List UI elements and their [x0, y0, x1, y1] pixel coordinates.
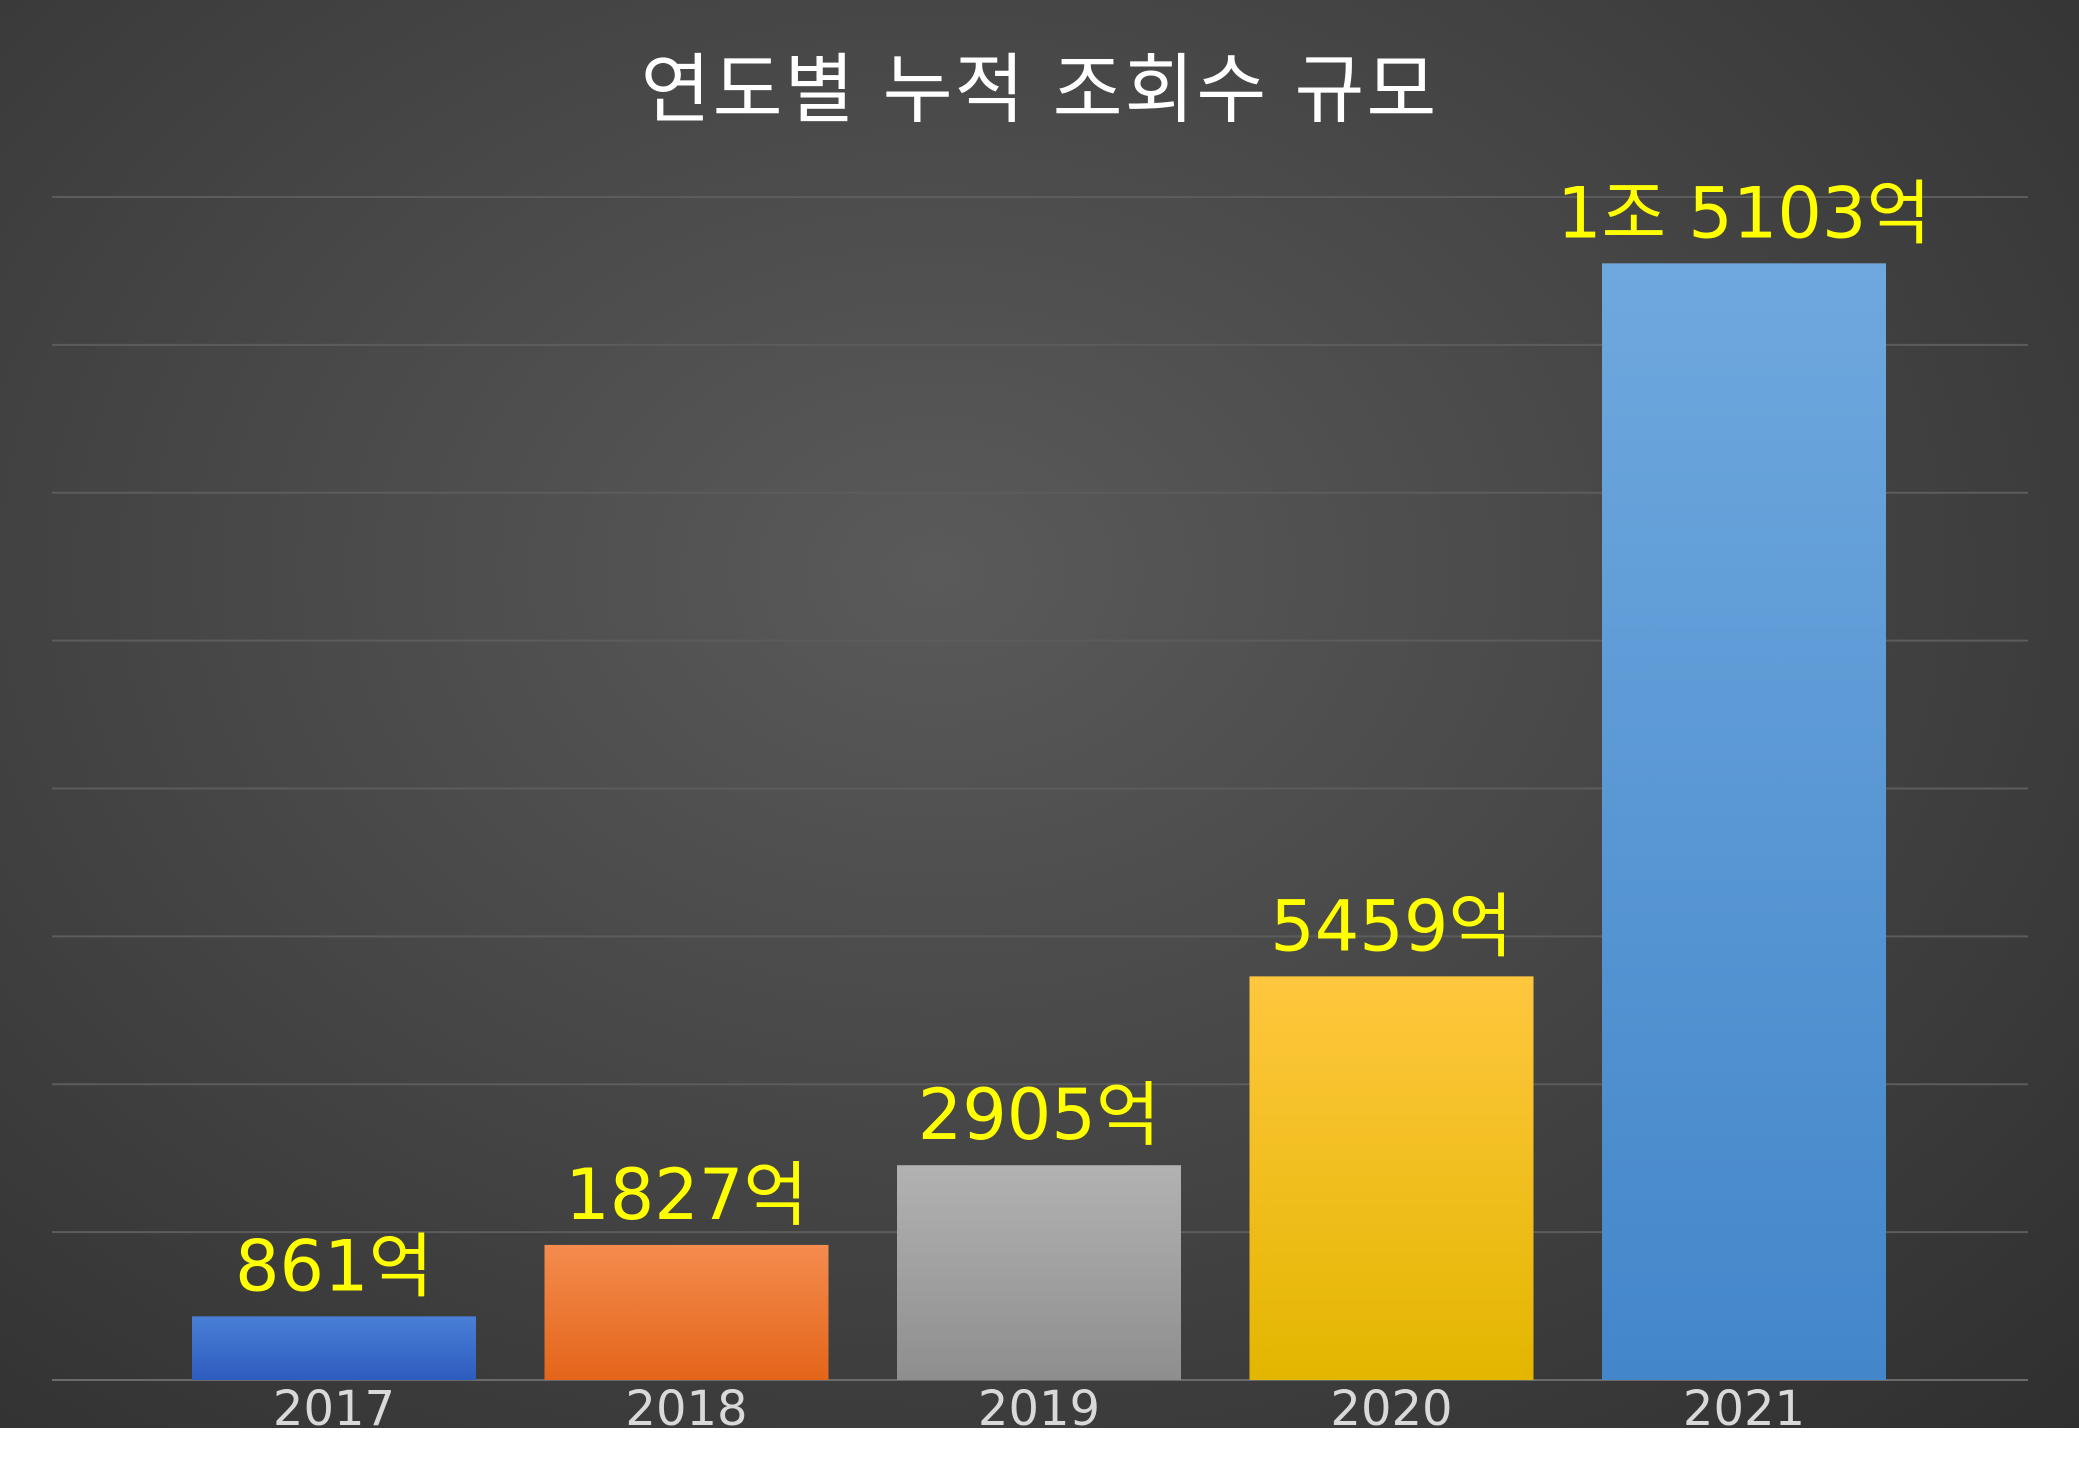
- x-tick-2020: 2020: [1330, 1381, 1452, 1428]
- bar-2019: [897, 1165, 1181, 1380]
- bar-2018: [544, 1244, 829, 1380]
- x-tick-2021: 2021: [1683, 1381, 1805, 1428]
- x-tick-2019: 2019: [978, 1381, 1100, 1428]
- x-tick-labels: 2017 2018 2019 2020 2021: [273, 1381, 1805, 1428]
- x-tick-2017: 2017: [273, 1381, 395, 1428]
- chart-panel: 연도별 누적 조회수 규모 861억 1827억 2905억 5459억 1조 5103…: [0, 0, 2079, 1428]
- data-label-2021: 1조 5103억: [1557, 172, 1931, 254]
- x-tick-2018: 2018: [625, 1381, 747, 1428]
- bar-2020: [1249, 976, 1534, 1380]
- bars: [192, 263, 1886, 1381]
- chart-title: 연도별 누적 조회수 규모: [640, 45, 1439, 134]
- data-label-2020: 5459억: [1270, 885, 1513, 967]
- value-labels: 861억 1827억 2905억 5459억 1조 5103억: [235, 172, 1931, 1307]
- bar-chart: 861억 1827억 2905억 5459억 1조 5103억 2017 2018 2019…: [52, 172, 2028, 1428]
- bar-2017: [192, 1316, 476, 1380]
- data-label-2018: 1827억: [565, 1154, 808, 1236]
- bar-2021: [1602, 263, 1886, 1381]
- data-label-2019: 2905억: [918, 1074, 1161, 1156]
- data-label-2017: 861억: [235, 1225, 433, 1307]
